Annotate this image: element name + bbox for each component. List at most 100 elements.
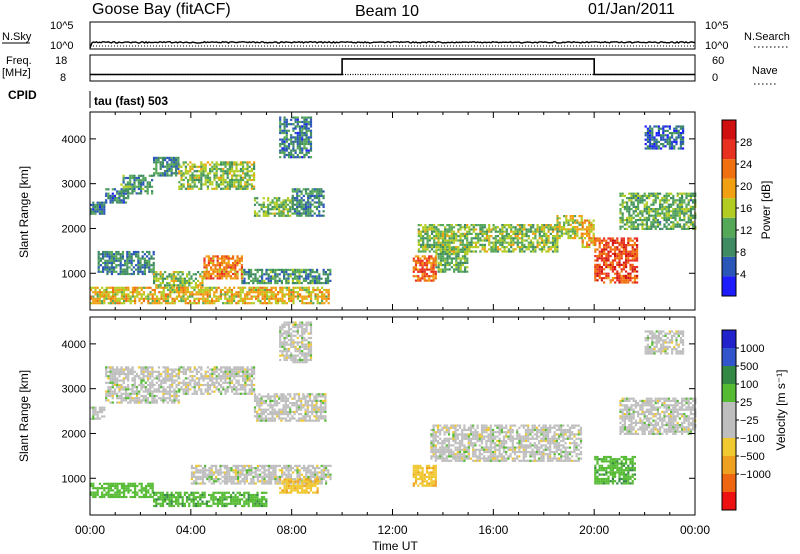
- velocity-cell-2: [231, 370, 234, 373]
- power-cell-5: [273, 212, 276, 215]
- power-cell-15: [507, 241, 511, 244]
- velocity-cell-2: [189, 366, 192, 369]
- power-cell-15: [446, 246, 449, 249]
- power-cell-15: [455, 237, 458, 240]
- power-cell-13: [432, 277, 435, 280]
- power-cell-12: [189, 302, 192, 305]
- power-cell-20: [668, 140, 671, 143]
- velocity-cell-2: [184, 392, 187, 395]
- power-cell-20: [677, 132, 680, 135]
- velocity-cell-1: [131, 379, 134, 382]
- power-cell-4: [195, 185, 198, 188]
- power-cell-6: [315, 214, 319, 217]
- power-cell-12: [314, 297, 317, 300]
- power-cell-13: [425, 279, 429, 282]
- velocity-cell-2: [182, 381, 185, 384]
- velocity-cell-2: [217, 375, 220, 378]
- power-cell-5: [256, 197, 259, 200]
- power-cell-5: [275, 205, 279, 209]
- velocity-cell-1: [146, 366, 150, 369]
- power-cell-12: [125, 299, 128, 303]
- power-cell-19: [676, 210, 679, 213]
- power-cell-4: [180, 165, 183, 168]
- power-cell-15: [455, 248, 458, 251]
- velocity-cell-1: [135, 394, 139, 398]
- power-cell-1: [116, 201, 119, 204]
- power-cell-12: [215, 295, 218, 298]
- power-cell-15: [430, 232, 434, 235]
- power-cell-4: [189, 187, 192, 190]
- power-cell-20: [675, 125, 678, 128]
- power-cell-18: [629, 272, 632, 275]
- power-cell-4: [211, 167, 214, 171]
- power-cell-6: [309, 208, 312, 211]
- power-cell-15: [521, 226, 524, 229]
- velocity-cell-1: [111, 390, 114, 393]
- power-cell-4: [250, 183, 253, 186]
- velocity-cell-2: [228, 386, 231, 389]
- power-cell-12: [131, 288, 134, 292]
- velocity-cell-1: [171, 394, 174, 398]
- power-cell-11: [307, 275, 310, 278]
- power-cell-8: [117, 253, 120, 256]
- power-cell-0: [101, 203, 104, 206]
- power-cell-18: [627, 244, 630, 247]
- power-cell-7: [285, 149, 288, 152]
- power-cell-10: [214, 266, 217, 269]
- power-cell-15: [472, 237, 475, 240]
- power-cell-14: [444, 261, 447, 264]
- power-cell-7: [279, 129, 282, 132]
- power-cell-19: [639, 197, 642, 200]
- power-cell-12: [228, 291, 231, 294]
- power-cell-10: [223, 257, 226, 260]
- power-cell-15: [419, 239, 423, 242]
- velocity-cell-1: [168, 388, 172, 391]
- power-cell-1: [127, 194, 130, 197]
- power-cell-19: [630, 203, 633, 206]
- power-cell-15: [422, 235, 425, 238]
- power-cell-17: [590, 237, 593, 240]
- power-cell-20: [662, 143, 665, 146]
- power-cell-19: [692, 201, 695, 204]
- power-cell-15: [501, 228, 504, 231]
- power-cell-15: [481, 239, 484, 242]
- velocity-cell-2: [215, 386, 218, 389]
- power-cell-16: [563, 215, 566, 218]
- power-cell-8: [152, 253, 155, 256]
- power-cell-19: [648, 192, 651, 195]
- power-cell-8: [152, 266, 155, 269]
- power-cell-4: [202, 183, 205, 186]
- power-cell-14: [439, 259, 442, 262]
- velocity-cell-2: [193, 375, 196, 378]
- power-cell-18: [636, 259, 639, 262]
- power-cell-20: [662, 138, 665, 141]
- power-cell-4: [206, 178, 209, 182]
- power-cell-14: [459, 268, 462, 271]
- power-cell-12: [202, 288, 205, 292]
- power-cell-15: [510, 226, 513, 229]
- power-cell-4: [246, 181, 249, 184]
- power-cell-13: [423, 270, 426, 273]
- power-cell-12: [307, 302, 310, 305]
- power-cell-5: [280, 214, 283, 217]
- power-cell-6: [302, 194, 305, 197]
- velocity-cell-2: [226, 368, 229, 371]
- velocity-cell-2: [211, 375, 214, 378]
- power-cell-20: [653, 138, 656, 141]
- power-cell-13: [414, 266, 418, 269]
- power-cell-2: [146, 192, 149, 195]
- power-cell-13: [417, 270, 420, 273]
- power-cell-15: [521, 239, 524, 242]
- power-cell-12: [239, 297, 242, 300]
- power-cell-15: [419, 230, 423, 233]
- power-cell-15: [499, 228, 502, 231]
- power-cell-15: [521, 237, 524, 240]
- power-cell-7: [305, 118, 308, 121]
- power-cell-15: [435, 230, 438, 233]
- power-cell-20: [675, 140, 678, 143]
- power-cell-7: [285, 136, 288, 139]
- power-cell-15: [468, 232, 471, 235]
- power-cell-15: [525, 230, 528, 233]
- power-cell-7: [285, 123, 288, 126]
- power-cell-15: [446, 232, 449, 235]
